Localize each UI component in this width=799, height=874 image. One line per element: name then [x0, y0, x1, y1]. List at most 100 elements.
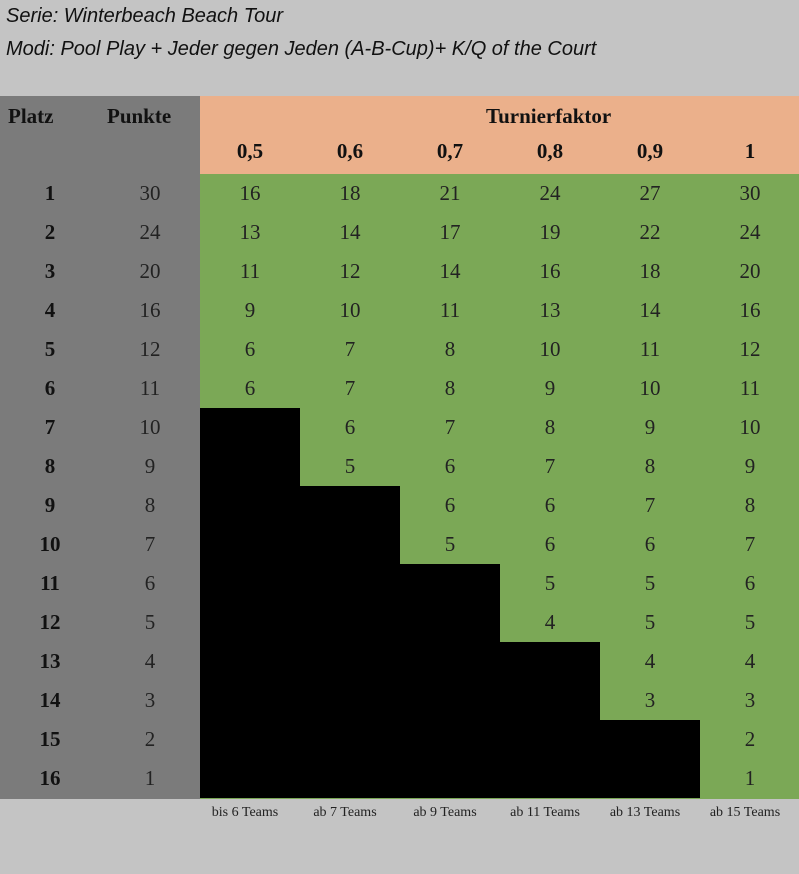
header: Serie: Winterbeach Beach Tour Modi: Pool… — [0, 0, 799, 96]
factor-value-cell: 12 — [739, 337, 761, 361]
factor-header: 0,9 — [636, 139, 664, 163]
factor-value-cell: 6 — [244, 376, 256, 400]
place-cell: 16 — [39, 766, 61, 790]
points-cell: 30 — [139, 181, 161, 205]
factor-value-cell: 24 — [539, 181, 561, 205]
points-cell: 7 — [144, 532, 156, 556]
factor-value-cell: 21 — [439, 181, 461, 205]
factor-value-cell: 7 — [644, 493, 656, 517]
team-count-label: ab 11 Teams — [510, 805, 580, 820]
team-count-label: ab 15 Teams — [709, 805, 781, 820]
factor-value-cell: 16 — [739, 298, 761, 322]
points-cell: 1 — [144, 766, 156, 790]
team-count-label: bis 6 Teams — [211, 805, 279, 820]
factor-value-cell: 8 — [644, 454, 656, 478]
unavailable-block — [400, 564, 500, 798]
factor-value-cell: 7 — [344, 376, 356, 400]
place-cell: 8 — [44, 454, 56, 478]
factor-value-cell: 3 — [644, 688, 656, 712]
factor-value-cell: 6 — [544, 532, 556, 556]
factor-header: 0,7 — [436, 139, 464, 163]
factor-value-cell: 7 — [344, 337, 356, 361]
points-cell: 16 — [139, 298, 161, 322]
team-count-label: ab 7 Teams — [313, 805, 377, 820]
factor-value-cell: 18 — [339, 181, 361, 205]
factor-value-cell: 18 — [639, 259, 661, 283]
place-cell: 1 — [44, 181, 56, 205]
factor-value-cell: 8 — [544, 415, 556, 439]
factor-value-cell: 6 — [744, 571, 756, 595]
factor-value-cell: 9 — [744, 454, 756, 478]
modi-title: Modi: Pool Play + Jeder gegen Jeden (A-B… — [6, 38, 597, 60]
factor-value-cell: 11 — [439, 298, 461, 322]
header-punkte: Punkte — [107, 104, 172, 128]
place-cell: 5 — [44, 337, 56, 361]
factor-value-cell: 6 — [444, 493, 456, 517]
series-title: Serie: Winterbeach Beach Tour — [6, 5, 284, 27]
points-cell: 20 — [139, 259, 161, 283]
factor-value-cell: 16 — [239, 181, 261, 205]
factor-value-cell: 7 — [544, 454, 556, 478]
points-cell: 10 — [139, 415, 161, 439]
points-cell: 4 — [144, 649, 156, 673]
factor-value-cell: 6 — [644, 532, 656, 556]
factor-value-cell: 14 — [439, 259, 461, 283]
factor-value-cell: 16 — [539, 259, 561, 283]
points-table: Platz Punkte Turnierfaktor 0,5 0,6 0,7 0,8 0… — [0, 96, 799, 799]
factor-value-cell: 4 — [644, 649, 656, 673]
factor-value-cell: 9 — [644, 415, 656, 439]
unavailable-block — [200, 408, 300, 798]
header-turnierfaktor: Turnierfaktor — [486, 104, 612, 128]
points-cell: 24 — [139, 220, 161, 244]
factor-value-cell: 5 — [344, 454, 356, 478]
factor-value-cell: 6 — [444, 454, 456, 478]
unavailable-block — [600, 720, 700, 798]
factor-value-cell: 14 — [339, 220, 361, 244]
team-count-label: ab 13 Teams — [609, 805, 681, 820]
points-cell: 9 — [144, 454, 156, 478]
factor-value-cell: 17 — [439, 220, 461, 244]
factor-header-band — [200, 96, 799, 174]
team-count-footer: bis 6 Teams ab 7 Teams ab 9 Teams ab 11 Tea… — [0, 799, 799, 874]
factor-value-cell: 13 — [539, 298, 561, 322]
factor-value-cell: 7 — [744, 532, 756, 556]
unavailable-block — [500, 642, 600, 798]
factor-value-cell: 7 — [444, 415, 456, 439]
place-cell: 14 — [39, 688, 61, 712]
points-cell: 3 — [144, 688, 156, 712]
team-count-label: ab 9 Teams — [413, 805, 477, 820]
place-cell: 15 — [39, 727, 61, 751]
factor-value-cell: 1 — [744, 766, 756, 790]
factor-value-cell: 10 — [739, 415, 761, 439]
factor-value-cell: 9 — [244, 298, 256, 322]
factor-value-cell: 9 — [544, 376, 556, 400]
factor-header: 0,5 — [236, 139, 264, 163]
place-cell: 12 — [39, 610, 61, 634]
factor-value-cell: 6 — [544, 493, 556, 517]
place-cell: 9 — [44, 493, 56, 517]
factor-value-cell: 11 — [239, 259, 261, 283]
points-cell: 11 — [139, 376, 161, 400]
unavailable-block — [300, 486, 400, 798]
factor-value-cell: 12 — [339, 259, 361, 283]
factor-value-cell: 3 — [744, 688, 756, 712]
factor-value-cell: 8 — [744, 493, 756, 517]
factor-value-cell: 6 — [344, 415, 356, 439]
place-cell: 11 — [40, 571, 60, 595]
factor-value-cell: 4 — [744, 649, 756, 673]
place-cell: 3 — [44, 259, 56, 283]
factor-value-cell: 27 — [639, 181, 661, 205]
factor-value-cell: 5 — [644, 571, 656, 595]
factor-value-cell: 5 — [644, 610, 656, 634]
points-cell: 12 — [139, 337, 161, 361]
factor-value-cell: 8 — [444, 376, 456, 400]
factor-value-cell: 10 — [339, 298, 361, 322]
factor-value-cell: 5 — [544, 571, 556, 595]
factor-value-cell: 22 — [639, 220, 661, 244]
factor-header: 0,6 — [336, 139, 364, 163]
place-cell: 6 — [44, 376, 56, 400]
factor-value-cell: 20 — [739, 259, 761, 283]
header-platz: Platz — [8, 104, 54, 128]
points-cell: 2 — [144, 727, 156, 751]
factor-header: 0,8 — [536, 139, 564, 163]
